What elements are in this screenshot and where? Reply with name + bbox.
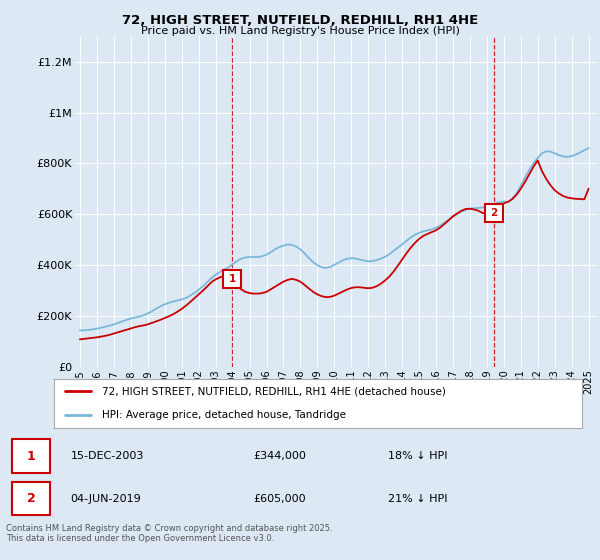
Text: £605,000: £605,000 <box>253 494 305 503</box>
Text: 2: 2 <box>26 492 35 505</box>
FancyBboxPatch shape <box>12 482 50 515</box>
FancyBboxPatch shape <box>12 440 50 473</box>
Text: £344,000: £344,000 <box>253 451 306 461</box>
Text: 21% ↓ HPI: 21% ↓ HPI <box>388 494 448 503</box>
Text: 15-DEC-2003: 15-DEC-2003 <box>71 451 144 461</box>
Text: HPI: Average price, detached house, Tandridge: HPI: Average price, detached house, Tand… <box>101 409 346 419</box>
Text: 18% ↓ HPI: 18% ↓ HPI <box>388 451 448 461</box>
Text: 1: 1 <box>229 274 236 284</box>
Text: Contains HM Land Registry data © Crown copyright and database right 2025.
This d: Contains HM Land Registry data © Crown c… <box>6 524 332 543</box>
Text: 72, HIGH STREET, NUTFIELD, REDHILL, RH1 4HE: 72, HIGH STREET, NUTFIELD, REDHILL, RH1 … <box>122 14 478 27</box>
Text: 1: 1 <box>26 450 35 463</box>
Text: 04-JUN-2019: 04-JUN-2019 <box>71 494 142 503</box>
Text: 2: 2 <box>490 208 497 218</box>
Text: 72, HIGH STREET, NUTFIELD, REDHILL, RH1 4HE (detached house): 72, HIGH STREET, NUTFIELD, REDHILL, RH1 … <box>101 386 445 396</box>
Text: Price paid vs. HM Land Registry's House Price Index (HPI): Price paid vs. HM Land Registry's House … <box>140 26 460 36</box>
